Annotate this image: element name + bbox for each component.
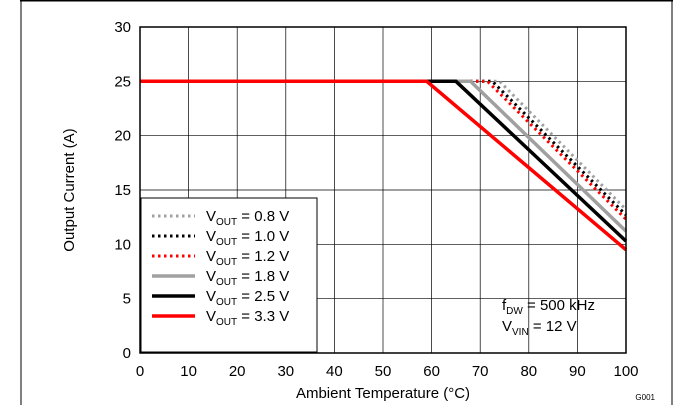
x-tick-label: 70 (472, 363, 489, 380)
y-tick-label: 10 (114, 236, 131, 253)
x-tick-label: 40 (326, 363, 343, 380)
series-layer (140, 79, 628, 252)
y-tick-label: 5 (123, 291, 131, 308)
x-tick-label: 0 (136, 363, 144, 380)
plot-area (139, 26, 627, 354)
x-tick-label: 10 (180, 363, 197, 380)
figure-id: G001 (635, 393, 655, 402)
x-tick-label: 50 (375, 363, 392, 380)
x-tick-label: 90 (569, 363, 586, 380)
legend-label: VOUT = 0.8 V (206, 208, 289, 228)
legend-label: VOUT = 3.3 V (206, 308, 289, 328)
x-tick-labels: 0 10 20 30 40 50 60 70 80 90 100 (136, 363, 639, 380)
y-axis-title: Output Current (A) (61, 128, 78, 251)
x-tick-label: 100 (613, 363, 638, 380)
legend-label: VOUT = 1.2 V (206, 248, 289, 268)
x-axis-title: Ambient Temperature (°C) (296, 385, 470, 402)
legend-label: VOUT = 1.8 V (206, 268, 289, 288)
condition-label: fDW = 500 kHz (502, 297, 595, 317)
y-tick-label: 30 (114, 19, 131, 36)
y-tick-labels: 0 5 10 15 20 25 30 (114, 19, 131, 362)
legend-label: VOUT = 1.0 V (206, 228, 289, 248)
x-tick-label: 20 (229, 363, 246, 380)
condition-label: VVIN = 12 V (502, 318, 577, 338)
series-line (140, 79, 628, 252)
y-tick-label: 25 (114, 73, 131, 90)
y-tick-label: 20 (114, 128, 131, 145)
y-tick-label: 0 (123, 345, 131, 362)
legend-label: VOUT = 2.5 V (206, 288, 289, 308)
x-tick-label: 80 (520, 363, 537, 380)
x-tick-label: 60 (423, 363, 440, 380)
x-tick-label: 30 (277, 363, 294, 380)
y-tick-label: 15 (114, 182, 131, 199)
